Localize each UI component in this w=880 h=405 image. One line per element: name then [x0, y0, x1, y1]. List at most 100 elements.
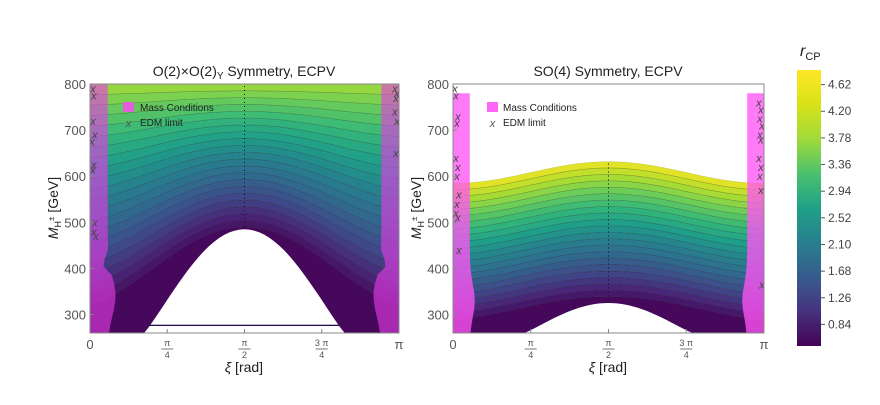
- y-tick-label: 600: [64, 169, 86, 184]
- mass-conditions-right: [373, 84, 399, 333]
- edm-marker: x: [756, 130, 763, 142]
- contour-band: [90, 185, 399, 252]
- contour-band: [90, 172, 399, 231]
- x-tick-label: 0: [86, 337, 93, 352]
- mass-conditions-swatch: [487, 102, 498, 112]
- edm-marker: x: [454, 162, 461, 174]
- edm-marker: x: [758, 280, 765, 292]
- edm-marker: x: [451, 84, 458, 96]
- contour-band: [90, 131, 399, 169]
- edm-marker: x: [89, 116, 96, 128]
- x-tick-fraction: π4: [161, 338, 174, 360]
- edm-marker: x: [92, 231, 99, 243]
- x-tick-fraction: π4: [524, 338, 537, 360]
- colorbar-tick-label: 2.10: [828, 237, 852, 251]
- edm-marker-icon: x: [489, 118, 496, 130]
- edm-marker: x: [455, 245, 462, 257]
- edm-marker: x: [755, 153, 762, 165]
- x-tick-numerator: π: [164, 338, 170, 348]
- colorbar-tick-label: 4.62: [828, 78, 852, 92]
- edm-marker: x: [392, 148, 399, 160]
- edm-marker: x: [452, 208, 459, 220]
- edm-marker: x: [454, 111, 461, 123]
- edm-marker: x: [455, 190, 462, 202]
- colorbar-tick-label: 3.78: [828, 131, 852, 145]
- y-tick-label: 700: [64, 123, 86, 138]
- contour-band: [90, 213, 399, 294]
- legend: Mass Conditions x EDM limit: [123, 102, 214, 130]
- mass-conditions-right: [742, 93, 764, 333]
- x-axis-label: ξ [rad]: [225, 359, 263, 375]
- edm-marker: x: [90, 227, 97, 239]
- x-tick-denominator: 4: [165, 350, 170, 360]
- x-tick-numerator: 3 π: [315, 338, 329, 348]
- edm-marker: x: [453, 171, 460, 183]
- x-tick-denominator: 2: [242, 350, 247, 360]
- edm-marker: x: [89, 164, 96, 176]
- x-tick-label: 0: [449, 337, 456, 352]
- x-tick-fraction: 3 π4: [679, 338, 693, 360]
- y-tick-label: 800: [64, 77, 86, 92]
- x-tick-denominator: 4: [684, 350, 689, 360]
- contour-band: [90, 84, 399, 95]
- edm-marker: x: [758, 121, 765, 133]
- y-tick-label: 400: [64, 261, 86, 276]
- panel-title: SO(4) Symmetry, ECPV: [533, 63, 683, 79]
- y-tick-label: 700: [427, 123, 449, 138]
- contour-band: [90, 97, 399, 116]
- x-tick-numerator: 3 π: [679, 338, 693, 348]
- contour-band: [90, 90, 399, 106]
- edm-marker: x: [757, 162, 764, 174]
- edm-marker: x: [91, 217, 98, 229]
- edm-marker: x: [452, 91, 459, 103]
- contour-band: [453, 193, 764, 223]
- y-tick-label: 400: [427, 261, 449, 276]
- colorbar: rCP 0.84 1.26 1.68 2.10 2.52 2.94 3.36 3.78 4.20…: [797, 43, 852, 346]
- edm-marker: x: [453, 199, 460, 211]
- x-tick-fraction: π2: [602, 338, 615, 360]
- edm-marker: x: [89, 84, 96, 96]
- edm-marker: x: [88, 137, 95, 149]
- y-tick-label: 500: [427, 215, 449, 230]
- colorbar-tick-label: 3.36: [828, 158, 852, 172]
- x-tick-numerator: π: [605, 338, 611, 348]
- contour-band: [90, 179, 399, 242]
- x-tick-denominator: 4: [319, 350, 324, 360]
- excluded-region: [453, 84, 764, 184]
- y-axis-ticks: 300 400 500 600 700 800: [427, 77, 457, 323]
- colorbar-tick-label: 2.94: [828, 184, 852, 198]
- edm-marker-icon: x: [125, 118, 132, 130]
- contour-band: [453, 264, 764, 294]
- colorbar-label: rCP: [800, 43, 821, 63]
- y-tick-label: 500: [64, 215, 86, 230]
- edm-marker: x: [91, 130, 98, 142]
- edm-marker: x: [757, 185, 764, 197]
- colorbar-tick-label: 1.68: [828, 264, 852, 278]
- y-tick-label: 800: [427, 77, 449, 92]
- edm-marker: x: [756, 171, 763, 183]
- contour-band: [90, 117, 399, 148]
- contour-band: [453, 244, 764, 275]
- legend-edm-label: EDM limit: [503, 118, 546, 129]
- x-tick-fraction: 3 π4: [315, 338, 329, 360]
- edm-marker: x: [391, 107, 398, 119]
- edm-marker: x: [454, 213, 461, 225]
- edm-marker: x: [393, 88, 400, 100]
- x-tick-denominator: 2: [606, 350, 611, 360]
- mass-conditions-swatch: [123, 102, 134, 112]
- contour-band: [90, 104, 399, 127]
- edm-marker: x: [755, 97, 762, 109]
- x-tick-label: π: [395, 337, 404, 352]
- contour-band: [90, 138, 399, 179]
- edm-marker: x: [453, 118, 460, 130]
- panel-title: O(2)×O(2)Y Symmetry, ECPV: [153, 63, 336, 82]
- contour-band: [90, 219, 399, 305]
- contour-band: [90, 151, 399, 200]
- unphysical-hole: [144, 229, 345, 333]
- colorbar-tick-label: 4.20: [828, 104, 852, 118]
- contour-band: [90, 110, 399, 137]
- x-tick-denominator: 4: [528, 350, 533, 360]
